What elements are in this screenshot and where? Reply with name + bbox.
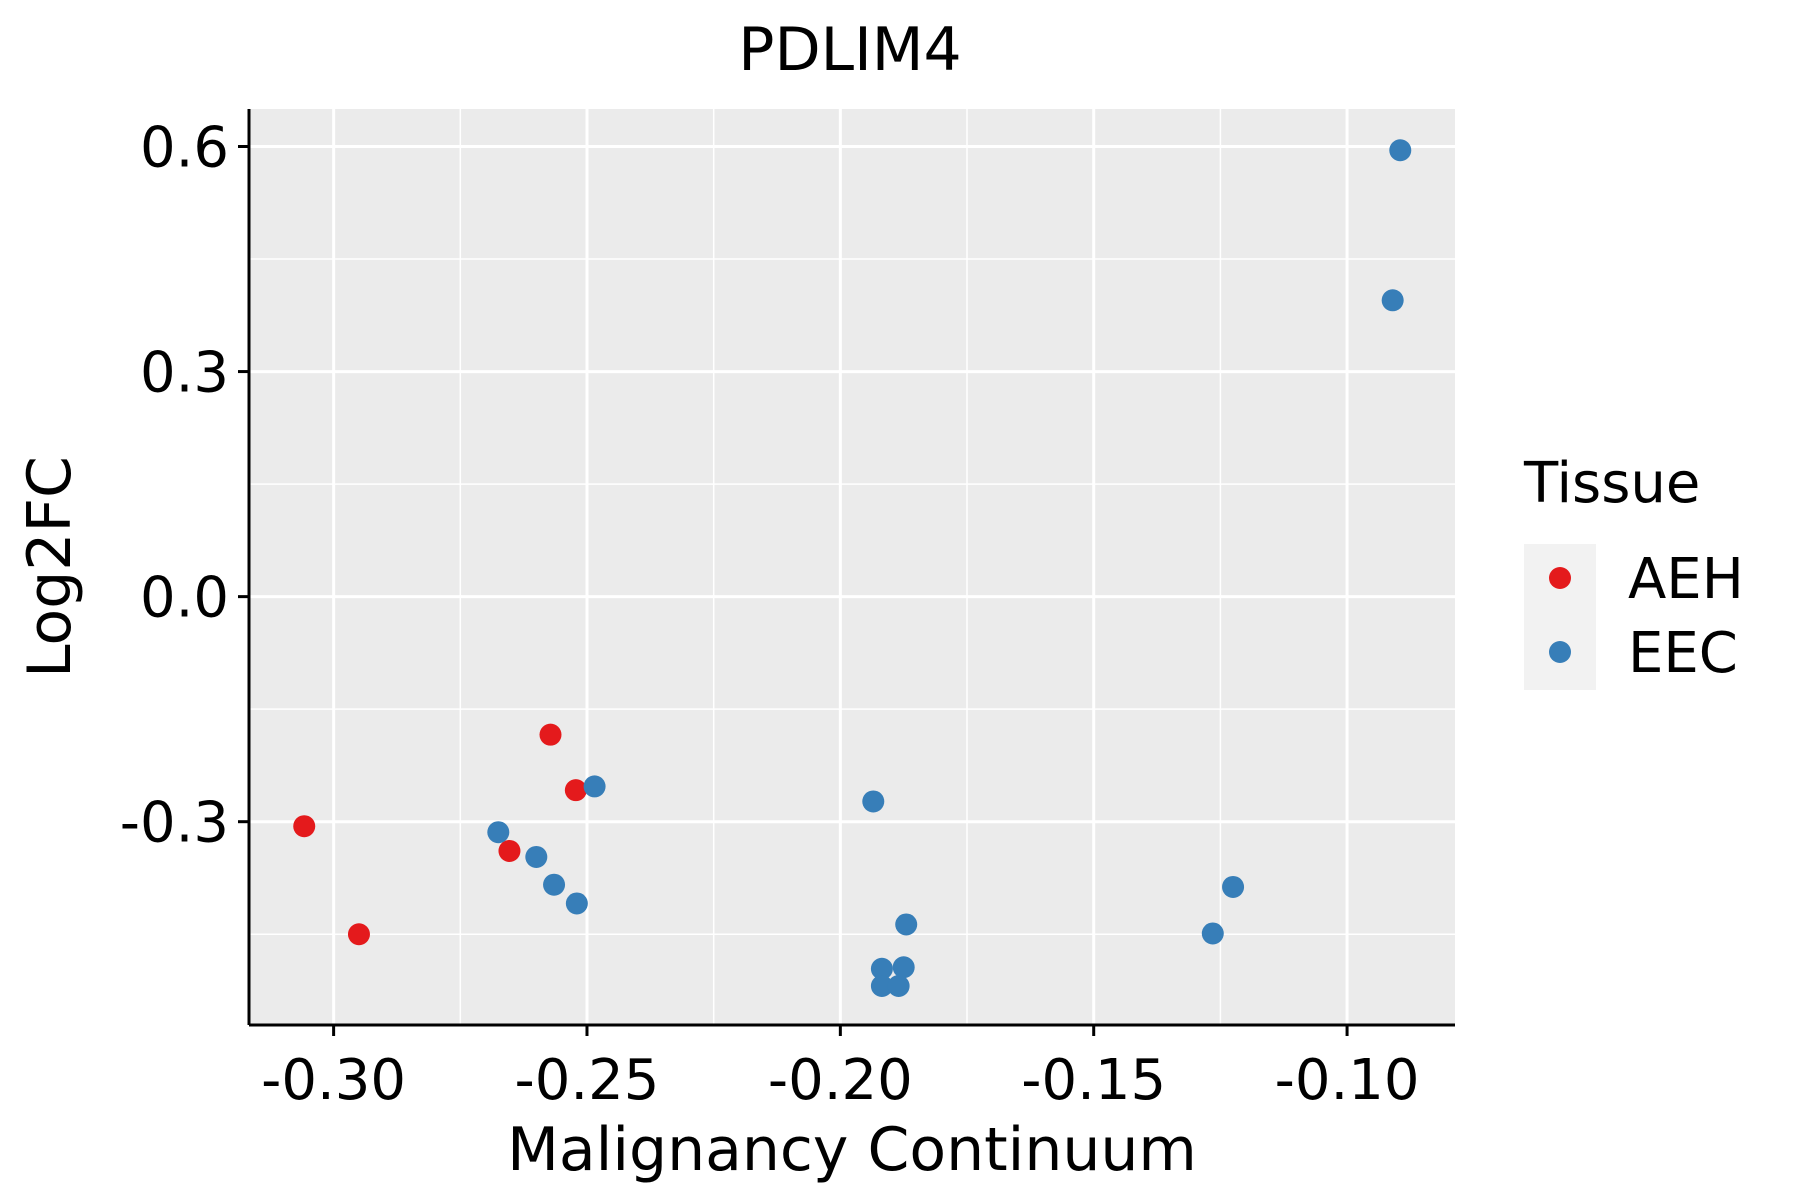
data-point-aeh [347, 923, 370, 946]
data-point-eec [870, 957, 893, 980]
x-axis-title: Malignancy Continuum [507, 1115, 1197, 1185]
plot-panel [249, 109, 1455, 1025]
data-point-eec [870, 974, 893, 997]
data-point-aeh [564, 779, 587, 802]
legend-key-aeh [1549, 567, 1571, 589]
data-point-eec [1389, 139, 1412, 162]
x-tick-label: -0.25 [515, 1048, 660, 1113]
legend-label-eec: EEC [1628, 621, 1738, 686]
x-tick-label: -0.10 [1275, 1048, 1420, 1113]
data-point-eec [543, 873, 566, 896]
y-tick-label: 0.0 [140, 566, 229, 631]
y-tick-label: 0.6 [140, 116, 229, 181]
data-point-eec [892, 956, 915, 979]
y-axis-title: Log2FC [15, 456, 85, 678]
y-tick-label: 0.3 [140, 341, 229, 406]
data-point-eec [1222, 875, 1245, 898]
x-axis-ticks: -0.30 -0.25 -0.20 -0.15 -0.10 [261, 1025, 1420, 1113]
x-tick-label: -0.30 [261, 1048, 406, 1113]
chart-title: PDLIM4 [738, 15, 961, 85]
data-point-eec [487, 821, 510, 844]
x-tick-label: -0.20 [768, 1048, 913, 1113]
data-point-eec [1381, 289, 1404, 312]
data-point-eec [887, 974, 910, 997]
data-point-eec [1201, 922, 1224, 945]
data-point-eec [565, 892, 588, 915]
data-point-eec [525, 845, 548, 868]
legend: Tissue AEH EEC [1523, 451, 1744, 690]
data-point-aeh [498, 839, 521, 862]
data-point-aeh [293, 815, 316, 838]
legend-key-eec [1549, 641, 1571, 663]
data-point-eec [895, 913, 918, 936]
data-points [293, 139, 1412, 997]
legend-label-aeh: AEH [1628, 547, 1744, 612]
major-gridlines [249, 109, 1455, 1025]
legend-items: AEH EEC [1549, 547, 1744, 686]
y-tick-label: -0.3 [120, 791, 229, 856]
minor-gridlines [249, 109, 1455, 1025]
data-point-eec [583, 775, 606, 798]
data-point-eec [862, 790, 885, 813]
legend-key-background [1524, 544, 1596, 690]
data-point-aeh [539, 723, 562, 746]
y-axis-ticks: -0.3 0.0 0.3 0.6 [120, 116, 249, 856]
legend-title: Tissue [1523, 451, 1700, 516]
x-tick-label: -0.15 [1021, 1048, 1166, 1113]
